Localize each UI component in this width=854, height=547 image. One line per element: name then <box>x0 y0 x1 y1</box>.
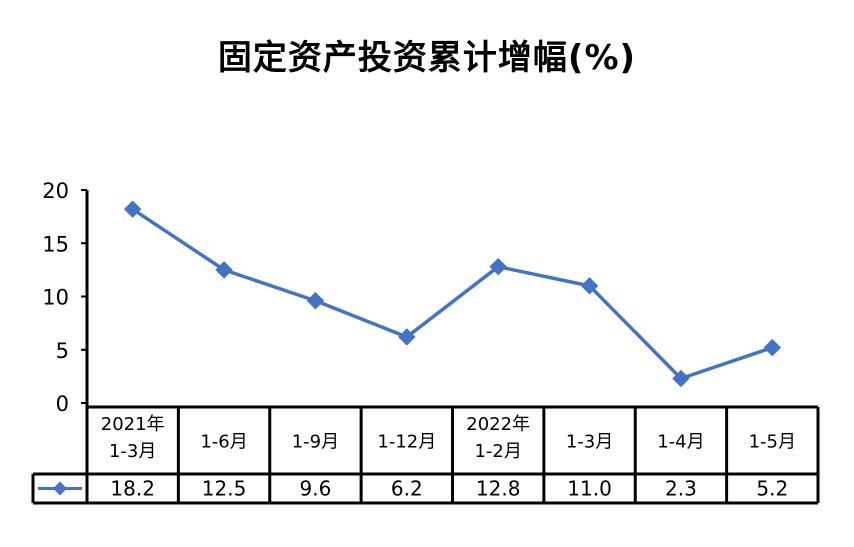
data-point-marker <box>763 338 782 357</box>
category-label-line: 2022年 <box>466 414 530 435</box>
category-label-line: 1-2月 <box>474 441 521 462</box>
series-line <box>123 200 782 388</box>
y-tick-labels: 0 5 10 15 20 <box>42 179 69 416</box>
category-label: 1-4月 <box>657 432 704 453</box>
series-line-path <box>131 207 773 381</box>
category-label-line: 2021年 <box>101 414 165 435</box>
category-label: 1-6月 <box>200 432 247 453</box>
data-point-marker <box>489 257 507 276</box>
category-label-line: 1-3月 <box>109 441 156 462</box>
legend-key <box>38 481 82 496</box>
data-value-label: 2.3 <box>665 477 697 501</box>
data-value-label: 18.2 <box>110 477 155 501</box>
category-label: 1-3月 <box>566 432 613 453</box>
y-tick-label: 15 <box>42 232 69 256</box>
y-tick-label: 5 <box>56 339 69 363</box>
chart-title: 固定资产投资累计增幅(%) <box>217 38 637 78</box>
category-label: 2021年 1-3月 <box>101 414 165 462</box>
category-label: 1-5月 <box>749 432 796 453</box>
data-value-label: 5.2 <box>756 477 788 501</box>
legend-marker <box>53 481 67 496</box>
y-tick-label: 20 <box>42 179 69 203</box>
category-label-line: 1-12月 <box>377 432 436 453</box>
axes <box>81 189 89 503</box>
data-value-label: 11.0 <box>567 477 612 501</box>
data-point-marker <box>398 328 416 346</box>
data-point-marker <box>215 261 233 279</box>
data-table: 2021年 1-3月 1-6月 1-9月 1-12月 2022年 1-2月 1-3月 1-4月 1… <box>31 405 820 505</box>
data-point-marker <box>306 292 325 310</box>
data-point-marker <box>123 200 142 218</box>
category-label: 2022年 1-2月 <box>466 414 530 462</box>
category-label: 1-12月 <box>377 432 436 453</box>
category-label-line: 1-3月 <box>566 432 613 453</box>
data-point-marker <box>672 369 690 388</box>
category-label: 1-9月 <box>292 432 339 453</box>
data-value-label: 12.5 <box>202 477 247 501</box>
data-point-marker <box>580 277 599 295</box>
category-label-line: 1-9月 <box>292 432 339 453</box>
category-label-line: 1-5月 <box>749 432 796 453</box>
category-label-line: 1-6月 <box>200 432 247 453</box>
data-value-label: 9.6 <box>300 477 332 501</box>
data-value-label: 6.2 <box>391 477 423 501</box>
category-label-line: 1-4月 <box>657 432 704 453</box>
data-value-label: 12.8 <box>476 477 521 501</box>
y-tick-label: 10 <box>42 286 69 310</box>
y-tick-label: 0 <box>56 392 69 416</box>
